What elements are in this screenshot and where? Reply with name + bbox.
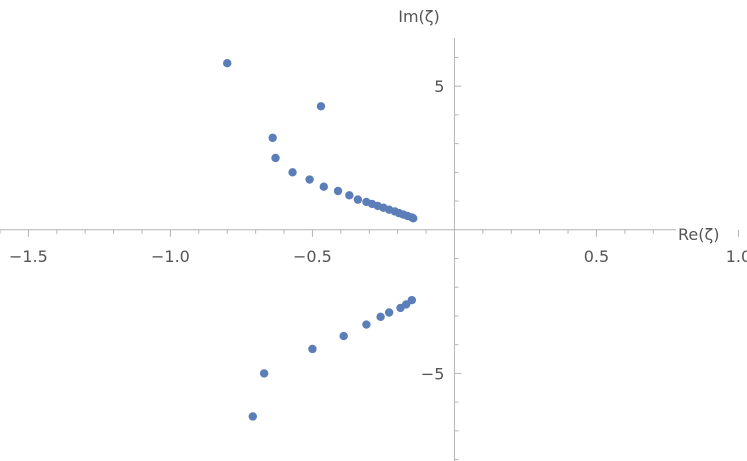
y-tick-label: −5: [421, 364, 445, 383]
y-tick-label: 5: [434, 77, 444, 96]
data-point: [409, 214, 418, 223]
data-point: [396, 303, 405, 313]
data-point: [308, 344, 317, 354]
data-point: [353, 195, 363, 204]
data-point: [319, 182, 328, 191]
data-point: [259, 369, 269, 378]
data-point: [316, 102, 326, 111]
major-ticks: [27, 85, 739, 374]
x-axis-title: Re(ζ): [678, 225, 719, 244]
data-point: [333, 186, 343, 196]
data-point: [376, 312, 385, 322]
x-tick-label: 1.0: [726, 247, 747, 266]
x-tick-label: −1.0: [151, 247, 190, 266]
data-point: [271, 153, 280, 163]
x-tick-label: −1.5: [9, 247, 48, 266]
data-point: [407, 295, 417, 305]
data-point: [268, 133, 277, 143]
x-tick-label: −0.5: [293, 247, 332, 266]
data-point: [288, 168, 297, 177]
data-point: [339, 331, 348, 341]
y-axis-title: Im(ζ): [398, 7, 440, 26]
x-tick-label: 0.5: [584, 247, 609, 266]
data-point: [248, 412, 257, 421]
minor-ticks: [0, 56, 654, 461]
data-point: [345, 191, 354, 200]
data-points: [223, 58, 418, 421]
data-point: [305, 175, 314, 184]
data-point: [223, 58, 232, 68]
data-point: [362, 320, 371, 329]
tick-labels: −1.5 −1.0 −0.5 0.5 1.0 5 −5: [9, 77, 747, 383]
data-point: [384, 308, 394, 317]
